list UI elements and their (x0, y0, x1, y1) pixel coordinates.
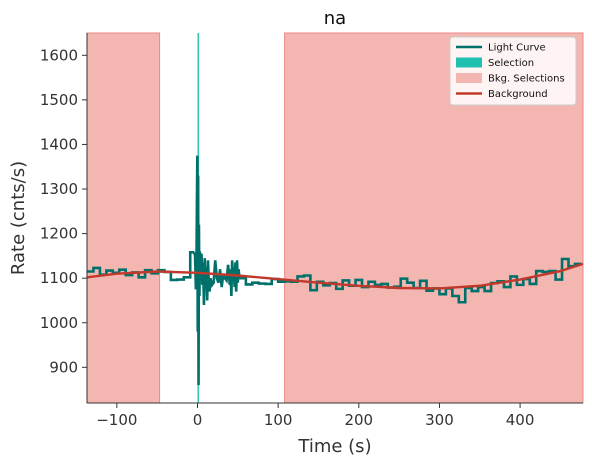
y-axis-ticks: 900 1000 1100 1200 1300 1400 1500 1600 (40, 46, 87, 376)
background-model-series (86, 262, 584, 290)
y-tick-label: 1000 (40, 314, 78, 332)
chart-title: na (324, 8, 346, 29)
y-axis-label: Rate (cnts/s) (8, 161, 29, 275)
x-axis-ticks: −100 0 100 200 300 400 (96, 403, 534, 429)
x-tick-label: 300 (425, 411, 454, 429)
legend-swatch (456, 57, 482, 68)
x-tick-label: 200 (344, 411, 373, 429)
legend-label: Background (488, 89, 548, 100)
legend: Light Curve Selection Bkg. Selections Backg… (449, 36, 577, 106)
bkg-selection-region-1 (86, 32, 161, 404)
legend-label: Light Curve (488, 43, 546, 54)
y-tick-label: 1100 (40, 269, 78, 287)
x-tick-label: 0 (193, 411, 203, 429)
y-tick-label: 1200 (40, 225, 78, 243)
y-tick-label: 1600 (40, 46, 78, 64)
x-axis-label: Time (s) (297, 436, 371, 457)
legend-label: Bkg. Selections (488, 74, 565, 85)
y-tick-label: 1300 (40, 180, 78, 198)
legend-swatch (456, 73, 482, 83)
x-tick-label: 400 (506, 411, 535, 429)
x-tick-label: 100 (264, 411, 293, 429)
y-tick-label: 1500 (40, 91, 78, 109)
legend-label: Selection (488, 58, 534, 69)
y-tick-label: 900 (49, 358, 78, 376)
plot-area (86, 32, 584, 404)
y-tick-label: 1400 (40, 135, 78, 153)
x-tick-label: −100 (96, 411, 137, 429)
legend-frame (449, 36, 577, 106)
